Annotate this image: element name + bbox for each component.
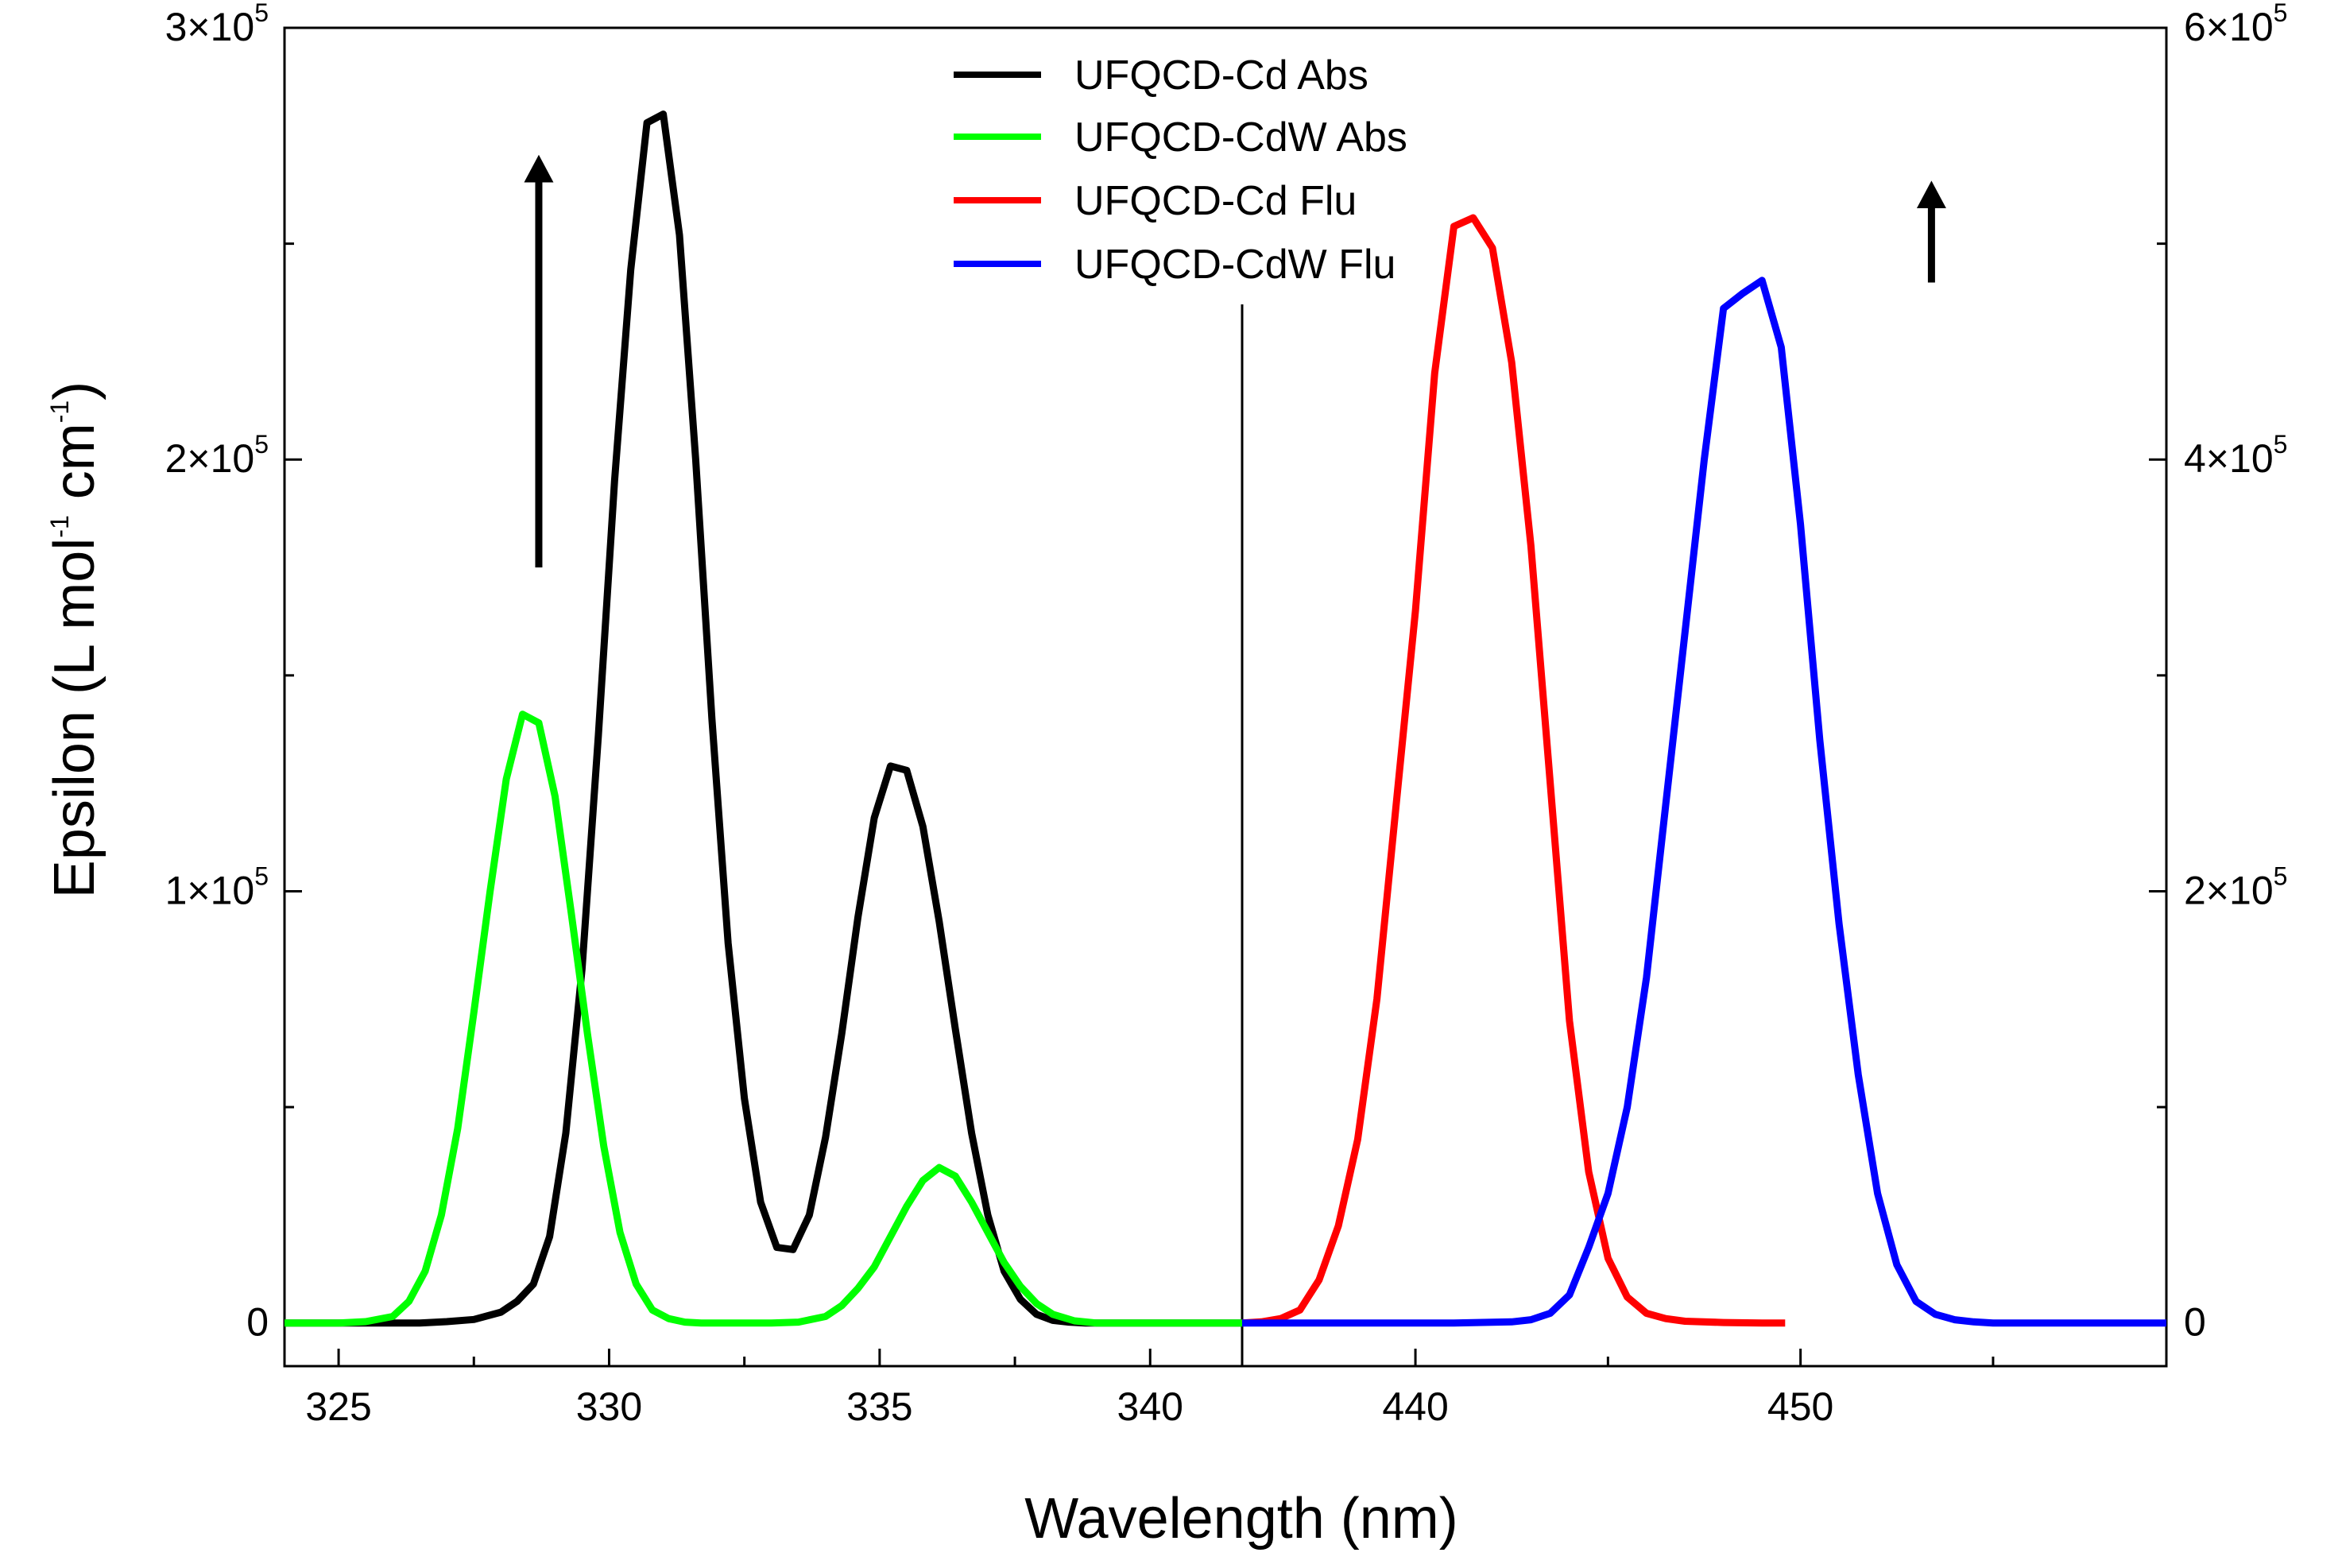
- y-tick-label: 6×105: [2184, 0, 2287, 49]
- y-tick-label: 4×105: [2184, 430, 2287, 481]
- y-tick-label: 0: [246, 1300, 269, 1345]
- series-layer: [285, 110, 2166, 1327]
- y-tick-label: 0: [2184, 1300, 2206, 1345]
- series-cd-abs: [285, 110, 1242, 1327]
- x-axis-title: Wavelength (nm): [1024, 1487, 1458, 1551]
- x-tick-label: 330: [576, 1384, 642, 1429]
- series-cd-flu: [1241, 214, 1786, 1327]
- x-tick-label: 325: [305, 1384, 371, 1429]
- arrow-head-0: [524, 154, 554, 183]
- arrows-layer: [524, 154, 1946, 568]
- x-tick-label: 340: [1117, 1384, 1183, 1429]
- legend: UFQCD-Cd Abs UFQCD-CdW Abs UFQCD-Cd Flu …: [954, 52, 1407, 288]
- legend-label-cd-flu: UFQCD-Cd Flu: [1074, 178, 1357, 224]
- series-cdw-abs: [285, 710, 1242, 1327]
- y-tick-label: 1×105: [165, 861, 269, 912]
- legend-label-cdw-abs: UFQCD-CdW Abs: [1074, 114, 1407, 161]
- y-tick-label: 3×105: [165, 0, 269, 49]
- x-tick-label: 450: [1767, 1384, 1833, 1429]
- y-tick-label: 2×105: [2184, 861, 2287, 912]
- x-tick-label: 440: [1382, 1384, 1448, 1429]
- y-axis-title: Epsilon (L mol-1 cm-1): [43, 381, 106, 898]
- series-cdw-flu: [1242, 277, 2166, 1327]
- legend-label-cd-abs: UFQCD-Cd Abs: [1074, 52, 1368, 99]
- y-tick-label: 2×105: [165, 430, 269, 481]
- x-tick-label: 335: [846, 1384, 912, 1429]
- legend-label-cdw-flu: UFQCD-CdW Flu: [1074, 242, 1396, 288]
- arrow-head-1: [1916, 180, 1946, 209]
- ticks-layer: 325 330 335 340 440 450 0 1×105 2×105 3×105 0 2×105…: [165, 0, 2288, 1429]
- plot-frame: [283, 26, 2168, 1368]
